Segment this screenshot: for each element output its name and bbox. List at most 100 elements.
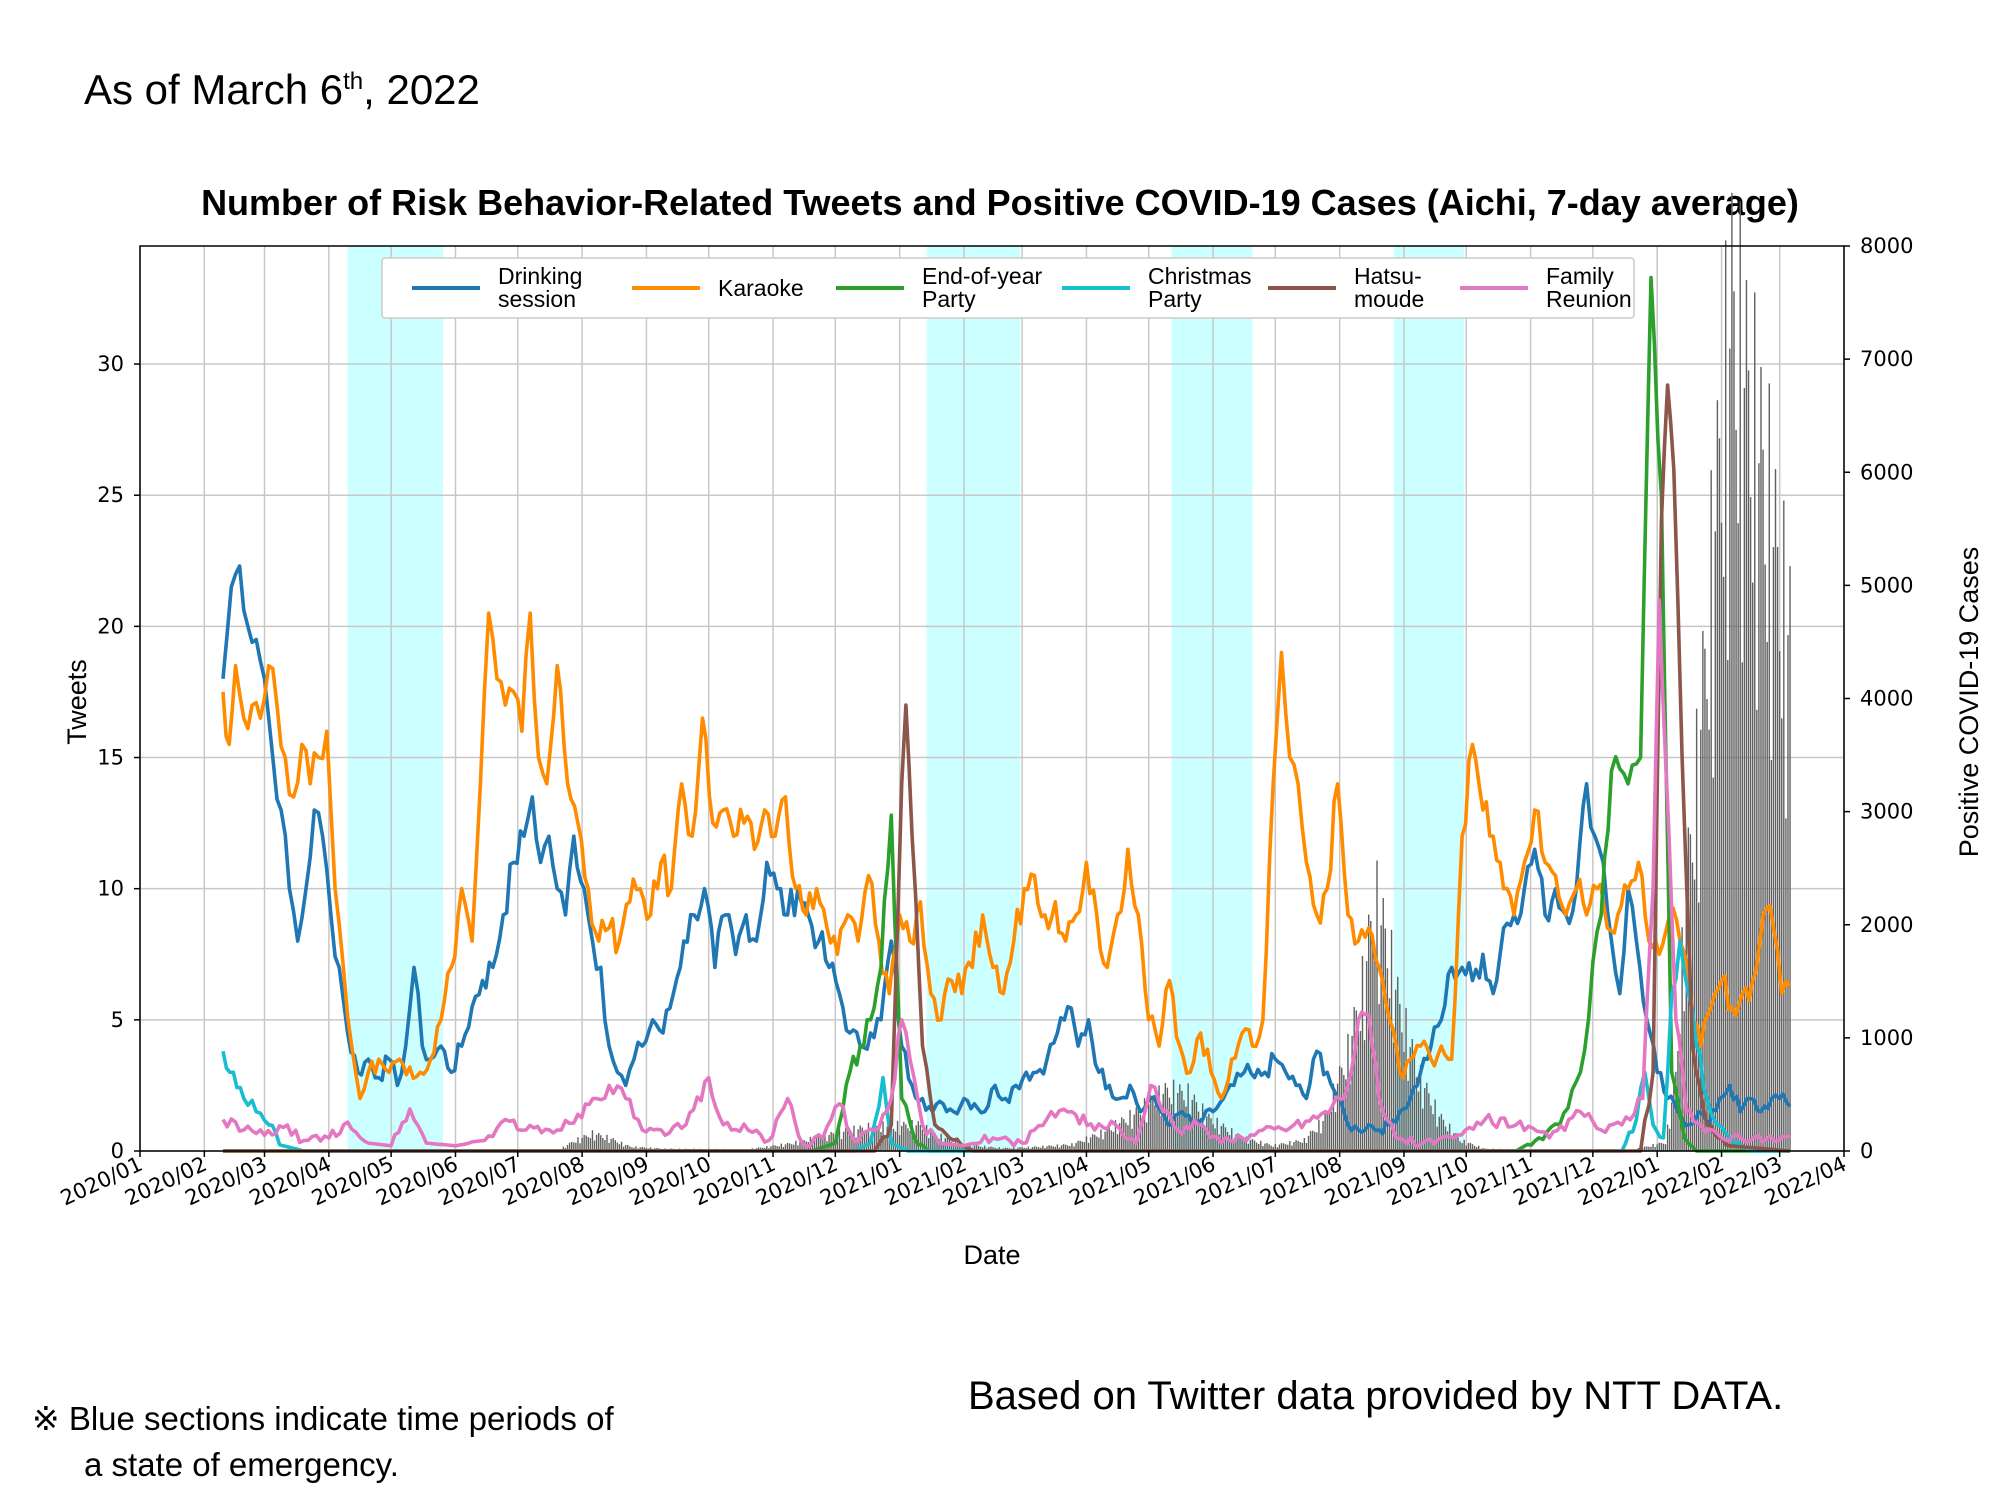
- cases-bar: [1330, 1111, 1333, 1151]
- cases-bar: [1457, 1137, 1459, 1151]
- legend-label: Christmas Party: [1148, 263, 1252, 312]
- cases-bar: [1249, 1140, 1252, 1151]
- y-tick-label: 25: [97, 483, 124, 507]
- cases-bar: [957, 1145, 959, 1151]
- cases-bar: [629, 1146, 631, 1151]
- cases-bar: [1710, 470, 1712, 1152]
- series-line: [221, 564, 1792, 1136]
- cases-bar: [1220, 1126, 1223, 1151]
- legend-label-line: Party: [922, 286, 976, 312]
- cases-bar: [1276, 1147, 1279, 1151]
- cases-bar: [1141, 1117, 1144, 1151]
- cases-bar: [1094, 1134, 1096, 1151]
- cases-bar: [639, 1147, 641, 1151]
- y2-axis-label: Positive COVID-19 Cases: [1954, 547, 1984, 858]
- cases-bar: [865, 1132, 868, 1151]
- cases-bar: [1314, 1131, 1316, 1151]
- cases-bar: [1388, 998, 1391, 1151]
- cases-bar: [1332, 1083, 1335, 1151]
- cases-bar: [1247, 1143, 1250, 1151]
- cases-bar: [892, 1128, 895, 1151]
- cases-bar: [1718, 438, 1721, 1151]
- cases-bar: [1745, 279, 1748, 1151]
- cases-bar: [631, 1147, 633, 1151]
- cases-bar: [649, 1147, 652, 1151]
- cases-bar: [1067, 1145, 1069, 1151]
- cases-bar: [1291, 1145, 1293, 1151]
- cases-bar: [1774, 469, 1777, 1151]
- cases-bar: [1305, 1142, 1308, 1151]
- legend-label-line: Party: [1148, 286, 1202, 312]
- cases-bar: [797, 1145, 799, 1151]
- cases-bar: [1376, 860, 1378, 1151]
- series-line: [221, 611, 1792, 1101]
- cases-bar: [1455, 1133, 1457, 1151]
- chart: 0 5 10 15 20 25 30 0 1000 2000 3000 4000 5000 6000 70…: [57, 192, 1984, 1270]
- cases-bar: [1060, 1145, 1063, 1151]
- as-of-suffix: , 2022: [363, 66, 480, 113]
- cases-bar: [1720, 522, 1723, 1151]
- cases-bar: [1324, 1113, 1326, 1151]
- cases-bar: [776, 1146, 778, 1151]
- cases-bar: [1152, 1098, 1154, 1151]
- cases-bar: [844, 1128, 847, 1151]
- cases-bar: [1662, 1143, 1665, 1151]
- cases-bar: [1650, 1146, 1652, 1151]
- cases-bar: [1050, 1145, 1052, 1151]
- cases-bar: [921, 1129, 924, 1151]
- cases-bar: [849, 1132, 851, 1151]
- cases-bar: [1266, 1143, 1268, 1151]
- cases-bar: [1226, 1131, 1229, 1151]
- cases-bar: [1349, 1084, 1351, 1151]
- cases-bar: [568, 1142, 571, 1151]
- cases-bar: [1421, 1108, 1424, 1151]
- cases-bar: [992, 1147, 994, 1151]
- cases-bar: [1338, 1066, 1341, 1151]
- cases-bar: [1334, 1112, 1337, 1151]
- cases-bar: [1664, 1144, 1667, 1151]
- cases-bar: [1243, 1141, 1245, 1151]
- cases-bar: [1766, 641, 1768, 1151]
- cases-bar: [1754, 292, 1756, 1152]
- cases-bar: [1322, 1120, 1324, 1151]
- cases-bar: [1118, 1123, 1121, 1151]
- cases-bar: [1401, 1032, 1403, 1151]
- cases-bar: [786, 1142, 789, 1151]
- y2-tick-label: 1000: [1860, 1026, 1913, 1050]
- cases-bar: [1156, 1109, 1158, 1151]
- cases-bar: [828, 1135, 830, 1151]
- cases-bar: [1106, 1127, 1108, 1151]
- emergency-band: [347, 246, 444, 1151]
- cases-bar: [1052, 1146, 1054, 1151]
- y-tick-label: 30: [97, 352, 124, 376]
- cases-bar: [766, 1145, 768, 1151]
- cases-bar: [1216, 1117, 1218, 1151]
- cases-bar: [1272, 1146, 1274, 1151]
- cases-bar: [1347, 1033, 1349, 1151]
- cases-bar: [1199, 1118, 1202, 1151]
- cases-bar: [851, 1134, 853, 1151]
- x-axis-ticks: 2020/012020/022020/032020/042020/052020/…: [57, 1151, 1850, 1210]
- cases-bar: [919, 1124, 922, 1151]
- cases-bar: [1158, 1085, 1160, 1151]
- cases-bar: [842, 1131, 845, 1151]
- cases-bar: [1453, 1133, 1455, 1151]
- cases-bar: [1270, 1145, 1272, 1151]
- cases-bar: [952, 1143, 955, 1151]
- legend-label-line: Drinking: [498, 263, 582, 289]
- cases-bar: [1102, 1139, 1104, 1151]
- cases-bar: [1328, 1111, 1330, 1151]
- cases-bar: [1407, 1080, 1409, 1151]
- cases-bar: [1737, 523, 1739, 1151]
- cases-bar: [1233, 1139, 1235, 1151]
- cases-bar: [1700, 729, 1702, 1151]
- cases-bar: [1287, 1144, 1289, 1151]
- cases-bar: [855, 1137, 857, 1151]
- cases-bar: [1656, 1144, 1658, 1151]
- cases-bar: [627, 1145, 629, 1151]
- cases-bar: [1386, 968, 1389, 1151]
- y2-tick-label: 4000: [1860, 687, 1913, 711]
- cases-bar: [1446, 1131, 1449, 1151]
- cases-bar: [1293, 1142, 1295, 1151]
- cases-bar: [1463, 1139, 1465, 1151]
